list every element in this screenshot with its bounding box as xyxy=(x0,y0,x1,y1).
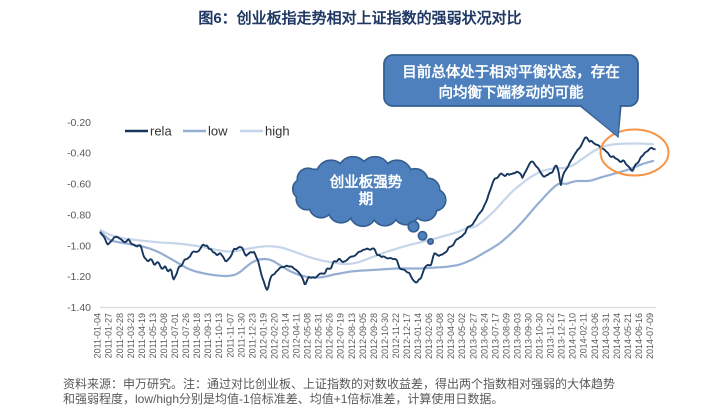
svg-text:2013-09-03: 2013-09-03 xyxy=(512,313,522,359)
svg-text:2011-07-26: 2011-07-26 xyxy=(181,313,191,358)
svg-text:2014-04-24: 2014-04-24 xyxy=(612,313,622,359)
svg-text:2011-01-04: 2011-01-04 xyxy=(93,313,103,358)
svg-text:2013-12-17: 2013-12-17 xyxy=(557,313,567,359)
svg-text:-1.20: -1.20 xyxy=(67,271,91,283)
svg-text:2014-03-06: 2014-03-06 xyxy=(590,313,600,359)
svg-text:2013-11-22: 2013-11-22 xyxy=(546,313,556,358)
svg-text:2011-07-01: 2011-07-01 xyxy=(170,313,180,358)
svg-text:2013-10-30: 2013-10-30 xyxy=(535,313,545,359)
svg-text:2014-06-16: 2014-06-16 xyxy=(634,313,644,359)
svg-text:2011-09-13: 2011-09-13 xyxy=(203,313,213,358)
svg-text:2012-06-26: 2012-06-26 xyxy=(325,313,335,359)
svg-text:2013-07-17: 2013-07-17 xyxy=(490,313,500,359)
svg-text:2012-09-28: 2012-09-28 xyxy=(369,313,379,359)
svg-text:2014-02-11: 2014-02-11 xyxy=(579,313,589,358)
svg-text:2011-05-13: 2011-05-13 xyxy=(148,313,158,358)
svg-text:2012-05-31: 2012-05-31 xyxy=(314,313,324,359)
svg-text:2013-08-09: 2013-08-09 xyxy=(501,313,511,359)
svg-text:向均衡下端移动的可能: 向均衡下端移动的可能 xyxy=(439,84,584,102)
svg-text:2012-03-14: 2012-03-14 xyxy=(281,313,291,359)
svg-text:2014-03-31: 2014-03-31 xyxy=(601,313,611,359)
svg-text:2011-11-30: 2011-11-30 xyxy=(236,313,246,358)
svg-text:2012-07-19: 2012-07-19 xyxy=(336,313,346,359)
svg-text:2011-11-07: 2011-11-07 xyxy=(225,313,235,358)
svg-text:high: high xyxy=(265,124,290,139)
svg-text:期: 期 xyxy=(359,190,374,208)
svg-text:-0.20: -0.20 xyxy=(67,117,91,129)
svg-text:2011-04-19: 2011-04-19 xyxy=(137,313,147,358)
svg-text:2014-01-10: 2014-01-10 xyxy=(568,313,578,359)
svg-text:2012-10-30: 2012-10-30 xyxy=(380,313,390,359)
svg-text:2014-05-21: 2014-05-21 xyxy=(623,313,633,359)
svg-text:low: low xyxy=(208,124,228,139)
svg-text:2013-03-08: 2013-03-08 xyxy=(435,313,445,359)
svg-text:2013-05-02: 2013-05-02 xyxy=(457,313,467,359)
svg-text:2011-01-27: 2011-01-27 xyxy=(104,313,114,358)
svg-text:2011-06-08: 2011-06-08 xyxy=(159,313,169,358)
svg-text:2012-11-22: 2012-11-22 xyxy=(391,313,401,358)
svg-text:2013-01-14: 2013-01-14 xyxy=(413,313,423,359)
svg-text:-0.40: -0.40 xyxy=(67,148,91,160)
svg-text:-0.80: -0.80 xyxy=(67,209,91,221)
svg-text:rela: rela xyxy=(150,124,172,139)
svg-text:-1.40: -1.40 xyxy=(67,302,91,314)
svg-text:2012-04-11: 2012-04-11 xyxy=(292,313,302,358)
svg-text:2012-08-13: 2012-08-13 xyxy=(347,313,357,359)
svg-text:2013-06-24: 2013-06-24 xyxy=(479,313,489,359)
svg-text:2011-10-13: 2011-10-13 xyxy=(214,313,224,358)
svg-text:2011-02-28: 2011-02-28 xyxy=(115,313,125,358)
svg-text:2011-03-23: 2011-03-23 xyxy=(126,313,136,358)
svg-text:2014-07-09: 2014-07-09 xyxy=(645,313,655,359)
svg-text:-1.00: -1.00 xyxy=(67,240,91,252)
svg-text:2011-08-18: 2011-08-18 xyxy=(192,313,202,358)
svg-text:2013-09-30: 2013-09-30 xyxy=(524,313,534,359)
svg-text:2012-05-08: 2012-05-08 xyxy=(303,313,313,359)
svg-text:创业板强势: 创业板强势 xyxy=(329,173,403,191)
svg-text:目前总体处于相对平衡状态，存在: 目前总体处于相对平衡状态，存在 xyxy=(402,63,620,81)
svg-text:2013-05-27: 2013-05-27 xyxy=(468,313,478,359)
svg-text:2013-04-02: 2013-04-02 xyxy=(446,313,456,359)
svg-text:2012-01-19: 2012-01-19 xyxy=(258,313,268,359)
svg-text:2011-12-23: 2011-12-23 xyxy=(247,313,257,358)
svg-text:2012-09-05: 2012-09-05 xyxy=(358,313,368,359)
svg-text:2013-02-06: 2013-02-06 xyxy=(424,313,434,359)
svg-text:2012-02-20: 2012-02-20 xyxy=(269,313,279,359)
svg-text:-0.60: -0.60 xyxy=(67,179,91,191)
svg-text:2012-12-17: 2012-12-17 xyxy=(402,313,412,359)
